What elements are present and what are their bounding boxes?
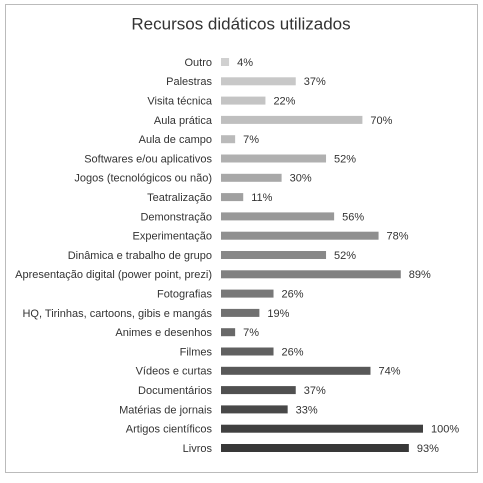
category-label: Aula de campo xyxy=(139,134,212,146)
bar xyxy=(221,405,288,414)
bar xyxy=(221,444,409,452)
bar xyxy=(221,115,363,124)
value-label: 78% xyxy=(387,231,409,243)
category-label: Aula prática xyxy=(154,115,213,127)
chart-title: Recursos didáticos utilizados xyxy=(131,14,350,33)
bar xyxy=(221,308,260,317)
category-label: Teatralização xyxy=(147,192,212,204)
bar xyxy=(221,386,296,395)
bar xyxy=(221,424,423,433)
value-label: 56% xyxy=(342,211,364,223)
value-label: 26% xyxy=(282,346,304,358)
value-label: 26% xyxy=(282,289,304,301)
bar xyxy=(221,270,401,279)
value-label: 4% xyxy=(237,57,253,69)
value-label: 52% xyxy=(334,153,356,165)
category-label: Filmes xyxy=(180,346,213,358)
value-label: 33% xyxy=(296,404,318,416)
value-label: 19% xyxy=(267,308,289,320)
bar xyxy=(221,251,327,259)
bar xyxy=(221,173,282,182)
category-label: Palestras xyxy=(166,76,212,88)
bar xyxy=(221,193,244,202)
value-label: 74% xyxy=(378,366,400,378)
value-label: 11% xyxy=(251,192,272,204)
bar xyxy=(221,58,230,66)
category-label: HQ, Tirinhas, cartoons, gibis e mangás xyxy=(22,308,212,320)
category-label: Fotografias xyxy=(157,289,213,301)
category-label: Matérias de jornais xyxy=(119,404,212,416)
category-label: Jogos (tecnológicos ou não) xyxy=(74,173,212,185)
bar xyxy=(221,289,274,298)
category-label: Experimentação xyxy=(133,231,213,243)
bar xyxy=(221,328,236,337)
value-label: 7% xyxy=(243,327,259,339)
category-label: Documentários xyxy=(138,385,212,397)
category-label: Demonstração xyxy=(140,211,212,223)
category-label: Artigos científicos xyxy=(126,424,213,436)
bar xyxy=(221,96,266,105)
category-label: Dinâmica e trabalho de grupo xyxy=(68,250,212,262)
bar xyxy=(221,347,274,356)
category-label: Vídeos e curtas xyxy=(136,366,213,378)
category-label: Outro xyxy=(184,57,212,69)
value-label: 100% xyxy=(431,424,459,436)
category-label: Animes e desenhos xyxy=(115,327,212,339)
bar xyxy=(221,366,371,375)
category-label: Softwares e/ou aplicativos xyxy=(84,153,212,165)
value-label: 37% xyxy=(304,385,326,397)
category-label: Visita técnica xyxy=(147,96,212,108)
bar xyxy=(221,212,335,221)
category-label: Apresentação digital (power point, prezi… xyxy=(15,269,212,281)
bar xyxy=(221,135,236,144)
value-label: 70% xyxy=(370,115,392,127)
value-label: 52% xyxy=(334,250,356,262)
value-label: 37% xyxy=(304,76,326,88)
bar xyxy=(221,231,379,240)
bar xyxy=(221,77,296,86)
value-label: 93% xyxy=(417,443,439,455)
value-label: 7% xyxy=(243,134,259,146)
value-label: 22% xyxy=(273,96,295,108)
value-label: 89% xyxy=(409,269,431,281)
value-label: 30% xyxy=(290,173,312,185)
category-label: Livros xyxy=(183,443,213,455)
bar xyxy=(221,154,327,163)
